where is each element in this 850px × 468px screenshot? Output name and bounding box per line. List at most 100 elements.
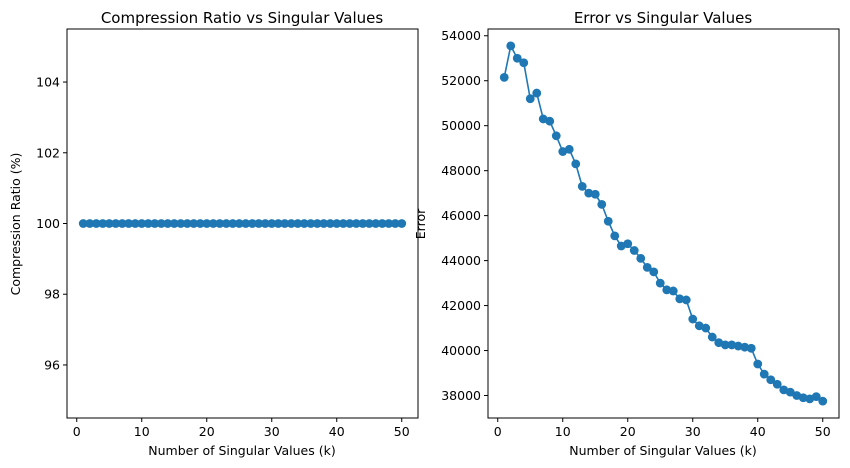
data-point [623, 239, 633, 249]
y-axis-label: Compression Ratio (%) [8, 153, 23, 296]
data-point [332, 219, 342, 228]
data-point [597, 199, 607, 209]
data-point [649, 267, 659, 277]
x-tick-label: 30 [685, 424, 701, 439]
data-point [260, 219, 270, 228]
data-point [137, 219, 147, 228]
data-point [629, 246, 639, 255]
axes-frame [487, 28, 840, 419]
x-tick-label: 0 [494, 424, 502, 439]
data-point [215, 219, 225, 228]
data-point [772, 379, 782, 389]
data-point [519, 58, 529, 68]
data-point [189, 219, 199, 228]
data-point [642, 262, 652, 272]
data-point [234, 219, 244, 228]
data-point [182, 219, 192, 228]
data-point [499, 72, 509, 82]
data-point [590, 189, 600, 199]
data-point [506, 41, 516, 51]
data-point [85, 219, 95, 228]
data-point [104, 219, 114, 228]
y-tick-label: 46000 [441, 208, 481, 223]
data-point [286, 219, 296, 228]
data-point [675, 294, 685, 304]
data-point [818, 396, 828, 406]
data-point [740, 342, 750, 352]
data-point [202, 219, 212, 228]
y-tick-label: 48000 [441, 163, 481, 178]
data-point [668, 286, 678, 296]
data-point [117, 219, 127, 228]
data-point [584, 188, 594, 198]
data-point [681, 295, 691, 305]
data-point [688, 314, 698, 324]
data-point [169, 219, 179, 228]
data-point [91, 219, 101, 228]
y-tick-label: 50000 [441, 118, 481, 133]
data-point [280, 219, 290, 228]
data-point [195, 219, 205, 228]
data-point [273, 219, 283, 228]
data-point [512, 53, 522, 63]
data-point [156, 219, 166, 228]
data-point [733, 341, 743, 351]
data-point [176, 219, 186, 228]
data-point [753, 359, 763, 369]
data-point [798, 393, 808, 403]
x-tick-label: 0 [73, 424, 81, 439]
x-tick-label: 50 [815, 424, 831, 439]
y-tick-label: 54000 [441, 28, 481, 43]
data-point [163, 219, 173, 228]
x-tick-label: 30 [264, 424, 280, 439]
data-point [299, 219, 309, 228]
data-point [124, 219, 134, 228]
data-point [811, 392, 821, 402]
data-point [577, 182, 587, 191]
y-tick-label: 38000 [441, 388, 481, 403]
data-point [254, 219, 264, 228]
compression-ratio-chart: Compression Ratio vs Singular Values Num… [8, 9, 419, 458]
plot-area [78, 219, 407, 228]
data-point [662, 285, 672, 295]
data-point [545, 116, 555, 126]
y-tick-label: 102 [36, 145, 60, 160]
y-tick-label: 98 [44, 287, 60, 302]
x-tick-label: 50 [394, 424, 410, 439]
data-point [525, 94, 535, 104]
data-point [390, 219, 400, 228]
data-point [247, 219, 257, 228]
x-tick-label: 10 [555, 424, 571, 439]
x-tick-label: 10 [134, 424, 150, 439]
data-point [241, 219, 251, 228]
y-tick-label: 44000 [441, 253, 481, 268]
data-point [325, 219, 335, 228]
data-point [306, 219, 316, 228]
y-tick-label: 96 [44, 357, 60, 372]
data-point [564, 144, 574, 154]
chart-title: Compression Ratio vs Singular Values [101, 9, 384, 27]
data-point [727, 340, 737, 350]
data-point [701, 323, 711, 333]
data-point [228, 219, 238, 228]
data-point [338, 219, 348, 228]
y-tick-label: 100 [36, 216, 60, 231]
data-point [785, 387, 795, 397]
x-axis-label: Number of Singular Values (k) [569, 443, 756, 458]
data-point [143, 219, 153, 228]
y-tick-label: 40000 [441, 343, 481, 358]
data-point [111, 219, 121, 228]
data-point [221, 219, 231, 228]
y-tick-label: 52000 [441, 73, 481, 88]
data-point [397, 219, 407, 228]
data-point [319, 219, 329, 228]
data-point [345, 219, 355, 228]
x-axis-label: Number of Singular Values (k) [148, 443, 335, 458]
plot-area [499, 41, 828, 406]
data-point [377, 219, 387, 228]
data-point [98, 219, 108, 228]
data-point [603, 216, 613, 226]
data-point [551, 131, 561, 141]
y-tick-label: 42000 [441, 298, 481, 313]
